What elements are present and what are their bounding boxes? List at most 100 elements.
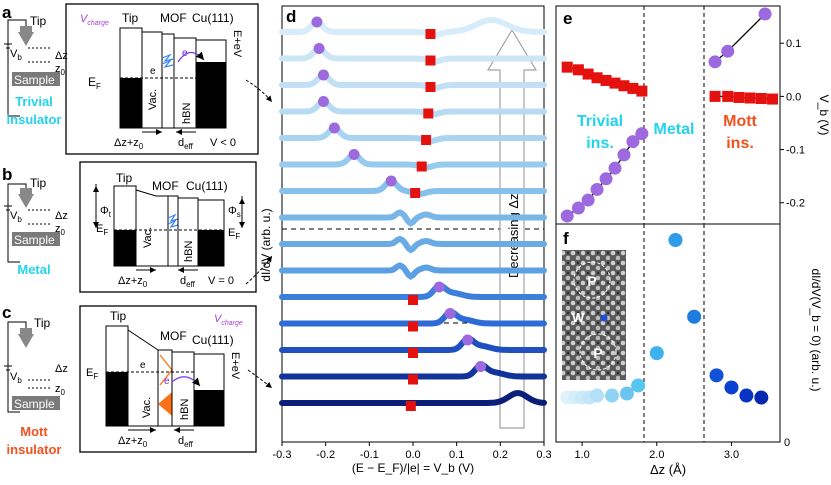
e-point-red [627, 82, 639, 94]
e-point-red [744, 92, 756, 104]
tip-title: Tip [110, 309, 127, 323]
peak-marker-purple [462, 334, 474, 346]
dz-label: Δz [55, 50, 68, 62]
e-ytick-label: 0.1 [786, 38, 801, 50]
mof-title: MOF [152, 179, 179, 193]
e-point-red [767, 93, 779, 105]
svg-text:V = 0: V = 0 [208, 275, 234, 287]
e-point-red [609, 77, 621, 89]
panel-d-xlabel: (E − E_F)/|e| = V_b (V) [352, 461, 474, 475]
hbn-label: hBN [181, 103, 193, 124]
phase-mott-line1: Mott [20, 424, 48, 439]
panel-d-chart: Decreasing Δz -0.3 -0.2 -0.1 0.0 0.1 0.2 0.3 d… [259, 5, 552, 475]
inset-p-1: P [587, 273, 596, 289]
e-point-red [733, 91, 745, 103]
e-point-red [561, 61, 573, 73]
peak-marker-red [425, 82, 436, 92]
f-point [590, 388, 605, 403]
spectrum-curve [279, 151, 547, 171]
peak-marker-purple [317, 96, 329, 107]
tip-title: Tip [116, 171, 133, 185]
deff-label: deff [178, 137, 194, 151]
e-point-purple [560, 209, 574, 223]
spectrum-curve [279, 16, 547, 39]
peak-marker-red [423, 108, 434, 119]
svg-text:Δz: Δz [55, 363, 68, 375]
svg-text:e: e [140, 360, 146, 371]
vcharge-label: Vcharge [80, 13, 109, 27]
f-point [754, 390, 769, 405]
panel-e-chart: Trivial ins. Metal Mott ins. 0.1 0.0 -0.1 -… [555, 5, 831, 225]
d-xtick-label: 0.2 [493, 449, 508, 461]
vac-label: Vac. [141, 397, 153, 418]
spectrum-curve [279, 124, 547, 145]
d-xtick-label: 0.1 [449, 449, 464, 461]
e-point-red [722, 90, 734, 102]
vb-lt-label: V < 0 [210, 137, 236, 149]
peak-marker-red [416, 161, 427, 172]
e-point-purple [721, 44, 735, 58]
svg-text:EF: EF [86, 367, 98, 381]
ef-label-right: EF [228, 227, 240, 241]
e-point-purple [571, 201, 585, 215]
peak-marker-purple [348, 149, 360, 160]
e-label-metal: Metal [654, 121, 695, 138]
ef-evb-label: E+eV [229, 352, 241, 380]
panel-f-chart: P P W 1.0 2.0 3.0 0 dI/dV(V_b = 0) (arb. u… [555, 223, 823, 477]
sample-block [12, 72, 60, 86]
panel-f-ylabel: dI/dV(V_b = 0) (arb. u.) [809, 268, 823, 391]
e-point-purple [590, 182, 604, 196]
hbn-label: hBN [179, 399, 191, 420]
f-point [605, 388, 619, 403]
panel-label-b: b [2, 165, 12, 184]
d-xtick-label: -0.1 [360, 449, 379, 461]
inset-p-2: P [593, 345, 602, 361]
tip-label: Tip [34, 316, 51, 330]
sample-label: Sample [14, 73, 55, 87]
cu-title: Cu(111) [192, 11, 234, 25]
e-point-purple [617, 148, 631, 162]
svg-text:Vcharge: Vcharge [214, 313, 243, 327]
cu-title: Cu(111) [186, 179, 228, 193]
peak-marker-red [408, 374, 418, 385]
tip-title: Tip [122, 11, 139, 25]
vac-label: Vac. [147, 89, 159, 110]
ef-label: EF [88, 75, 101, 91]
d-xtick-label: 0.3 [536, 449, 551, 461]
tip-icon [18, 334, 34, 348]
e-point-red [591, 72, 603, 84]
energy-diagram-b: Tip MOF Cu(111) Vac. hBN Φt Φs EF EF Δz+… [79, 161, 257, 293]
phi-t-label: Φt [100, 205, 112, 219]
svg-text:z0: z0 [55, 383, 66, 397]
f-xtick-label: 3.0 [724, 449, 739, 461]
e-point-red [755, 93, 767, 105]
peak-marker-red [408, 348, 418, 358]
svg-text:z0: z0 [55, 223, 66, 237]
z0-label: z0 [55, 63, 66, 77]
hbn-label: hBN [183, 241, 195, 262]
inset-w: W [572, 310, 585, 325]
panel-label-d: d [286, 7, 296, 26]
phase-metal: Metal [17, 262, 50, 277]
d-xtick-label: -0.2 [316, 449, 335, 461]
mof-title: MOF [160, 11, 187, 25]
e-point-purple [708, 55, 722, 69]
e-point-red [636, 85, 648, 97]
f-point [619, 386, 634, 401]
f-point [649, 346, 664, 361]
spectrum-curve [279, 209, 547, 227]
e-label-trivial-1: Trivial [577, 113, 623, 130]
f-point [724, 380, 739, 395]
svg-text:Δz+z0: Δz+z0 [118, 275, 148, 289]
ef-evb-label: E+eV [231, 30, 243, 58]
peak-marker-purple [433, 281, 445, 293]
spectrum-curve [279, 45, 547, 65]
e-point-purple [608, 161, 622, 175]
decreasing-dz-arrow [486, 28, 538, 429]
f-point [631, 378, 646, 393]
cu-title: Cu(111) [192, 333, 234, 347]
e-point-purple [581, 193, 595, 207]
stm-inset: P P W [562, 250, 626, 380]
panel-label-c: c [2, 303, 11, 322]
